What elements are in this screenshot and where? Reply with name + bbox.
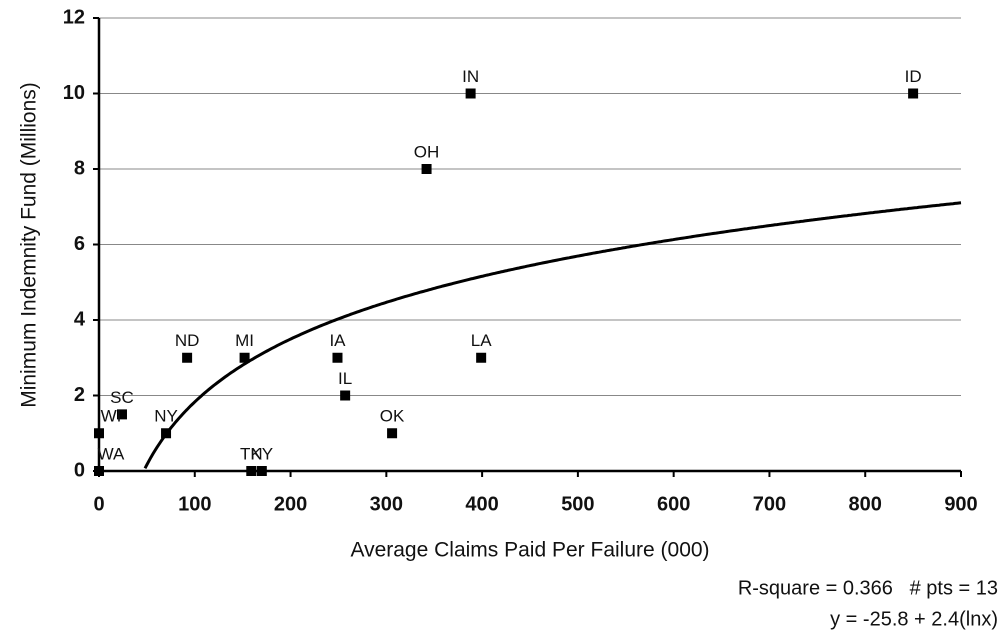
x-tick-label: 600 [657,493,690,515]
x-tick-label: 300 [370,493,403,515]
point [340,390,351,401]
equation-annotation: y = -25.8 + 2.4(lnx) [830,608,998,630]
y-tick-label: 4 [74,308,86,330]
point-label: ND [175,331,200,350]
x-tick-label: 200 [274,493,307,515]
point [476,352,487,363]
y-tick-label: 12 [63,6,85,28]
x-tick-label: 0 [93,493,104,515]
stats-annotation: R-square = 0.366 # pts = 13 [738,577,998,599]
x-tick-label: 700 [753,493,786,515]
x-tick-label: 100 [178,493,211,515]
point-label: LA [471,331,492,350]
point-label: IL [338,369,352,388]
x-axis-title: Average Claims Paid Per Failure (000) [350,539,709,562]
point [465,88,476,99]
point [182,352,193,363]
y-tick-label: 0 [74,459,85,481]
point-label: NY [154,407,178,426]
point [94,466,104,476]
point-label: IN [462,67,479,86]
point-label: IA [329,331,346,350]
point [161,428,172,439]
y-tick-label: 2 [74,384,85,406]
point-label: KY [250,444,273,463]
point [421,164,432,174]
point [908,88,919,99]
y-axis-title: Minimum Indemnity Fund (Millions) [18,82,41,408]
y-tick-label: 8 [74,157,85,179]
trend-line [143,201,962,469]
point-label: TN [240,444,263,463]
point-label: SC [110,388,134,407]
point-label: OH [414,142,440,161]
y-tick-label: 6 [74,233,85,255]
x-tick-label: 500 [561,493,594,515]
x-tick-label: 900 [944,493,977,515]
y-tick-label: 10 [63,82,85,104]
point-label: OK [380,407,405,426]
point-label: ID [905,67,922,86]
point [239,352,250,363]
point [246,466,257,476]
point [116,409,127,420]
point-label: MI [235,331,254,350]
point [256,466,267,476]
point [387,428,398,439]
point [332,352,343,363]
point-label: WI [101,407,122,426]
x-tick-label: 400 [465,493,498,515]
x-tick-label: 800 [849,493,882,515]
point [94,428,104,439]
point-label: WA [98,444,125,463]
